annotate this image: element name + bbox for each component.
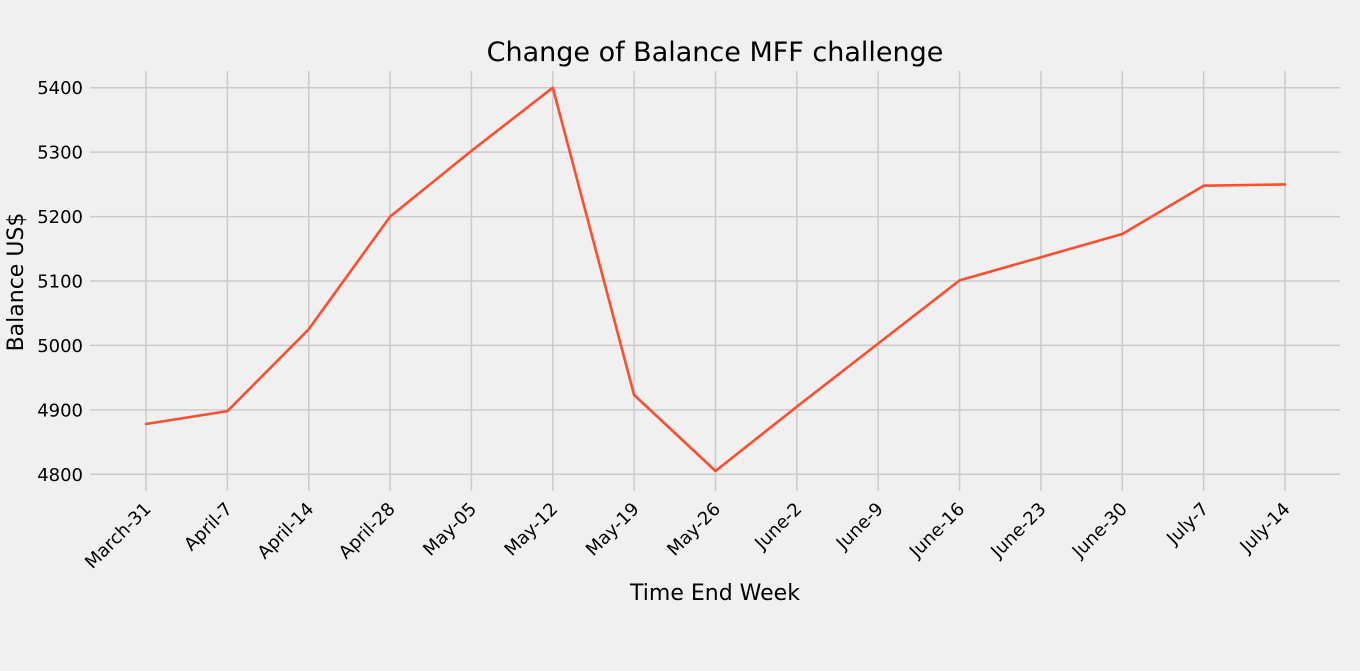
y-axis-ticks: 4800 4900 5000 5100 5200 5300 5400 xyxy=(37,78,83,486)
x-tick-label: July-14 xyxy=(1236,499,1295,558)
x-tick-label: June-30 xyxy=(1068,499,1132,563)
x-tick-label: May-26 xyxy=(663,499,725,561)
x-tick-label: June-16 xyxy=(905,499,969,563)
x-tick-label: April-7 xyxy=(180,499,237,556)
y-tick-label: 4900 xyxy=(37,400,83,421)
balance-series-line xyxy=(144,86,1287,473)
y-tick-label: 4800 xyxy=(37,465,83,486)
x-tick-label: April-14 xyxy=(254,499,319,564)
x-tick-label: July-7 xyxy=(1162,499,1213,550)
x-axis-label: Time End Week xyxy=(629,581,800,606)
y-axis-label: Balance US$ xyxy=(4,213,29,352)
y-tick-label: 5100 xyxy=(37,272,83,293)
x-tick-label: March-31 xyxy=(81,499,155,573)
x-tick-label: June-9 xyxy=(832,499,888,555)
chart-title: Change of Balance MFF challenge xyxy=(487,37,944,68)
series-layer xyxy=(144,86,1287,473)
y-tick-label: 5400 xyxy=(37,78,83,99)
x-tick-label: May-19 xyxy=(582,499,644,561)
x-tick-label: May-05 xyxy=(419,499,481,561)
x-tick-label: May-12 xyxy=(501,499,563,561)
x-tick-label: April-28 xyxy=(335,499,400,564)
y-tick-label: 5300 xyxy=(37,143,83,164)
y-tick-label: 5200 xyxy=(37,207,83,228)
grid xyxy=(90,71,1340,491)
x-axis-ticks: March-31 April-7 April-14 April-28 May-05 May… xyxy=(81,499,1294,573)
x-tick-label: June-23 xyxy=(986,499,1050,563)
x-tick-label: June-2 xyxy=(750,499,806,555)
y-tick-label: 5000 xyxy=(37,336,83,357)
